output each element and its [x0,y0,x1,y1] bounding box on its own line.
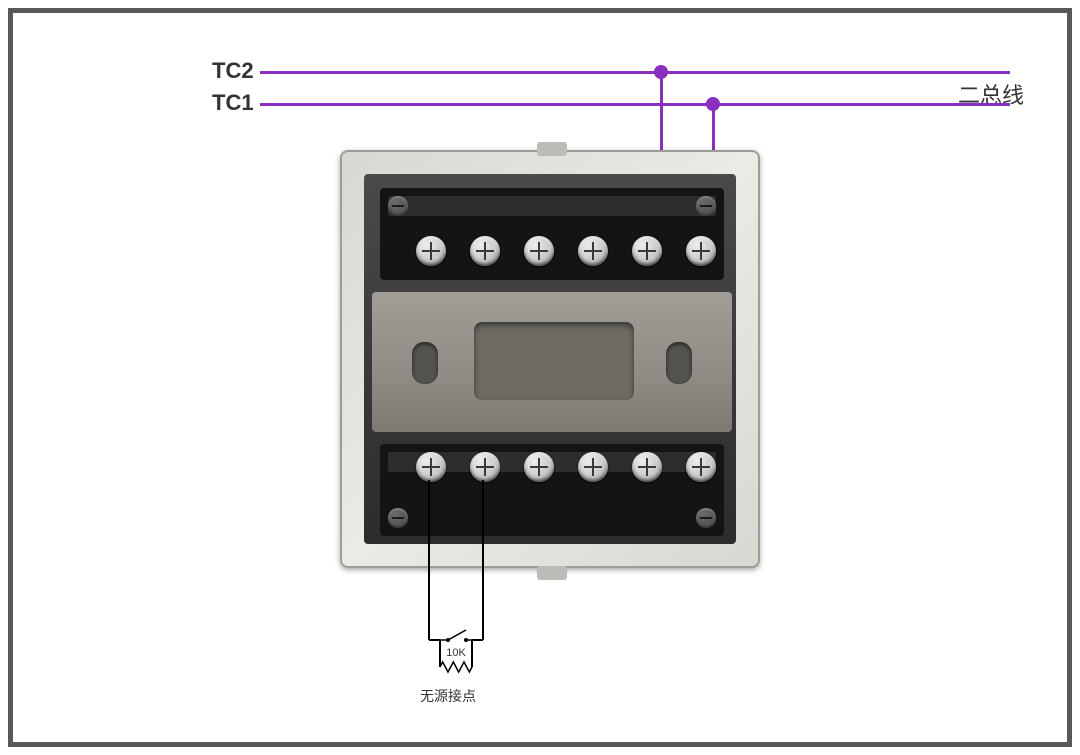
terminal-block-top [380,188,724,280]
center-window [474,322,634,400]
contact-wire-right [482,480,484,640]
terminal-screw [416,236,446,266]
wiring-diagram: TC2 TC1 二总线 [0,0,1080,755]
mount-slot-left [412,342,438,384]
corner-screw [388,508,408,528]
terminal-module [340,150,760,568]
label-tc1: TC1 [212,90,254,116]
terminal-screw [470,452,500,482]
corner-screw [696,196,716,216]
bus-line-tc2 [260,71,1010,74]
terminal-screw [686,452,716,482]
terminal-screw [416,452,446,482]
contact-wire-left [428,480,430,640]
contact-caption: 无源接点 [420,686,476,706]
contact-link [471,640,473,667]
screw-row-bottom [416,452,716,482]
screw-row-top [416,236,716,266]
terminal-screw [632,236,662,266]
terminal-screw [632,452,662,482]
module-inner [364,174,736,544]
corner-screw [696,508,716,528]
switch-symbol [436,628,476,644]
terminal-screw [578,452,608,482]
resistor-label: 10K [440,647,472,659]
module-tab-bottom [537,566,567,580]
terminal-screw [686,236,716,266]
terminal-screw [524,452,554,482]
label-tc2: TC2 [212,58,254,84]
bus-line-tc1 [260,103,1010,106]
terminal-screw [470,236,500,266]
terminal-screw [578,236,608,266]
resistor-symbol [436,660,476,674]
module-tab-top [537,142,567,156]
contact-link [439,640,441,667]
terminal-screw [524,236,554,266]
terminal-rail-top [388,196,716,216]
mount-slot-right [666,342,692,384]
corner-screw [388,196,408,216]
